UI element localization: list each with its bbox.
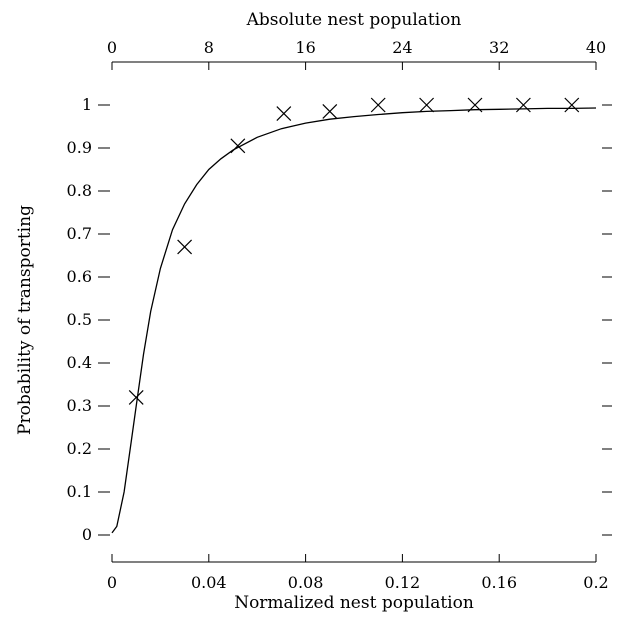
y-axis-title: Probability of transporting [15,205,35,435]
x-tick-label: 0.08 [288,573,324,592]
x-tick-label: 0 [107,573,117,592]
x2-tick-label: 16 [295,38,315,57]
x2-tick-label: 40 [586,38,606,57]
fit-curve [111,107,597,534]
y-tick-label: 0.6 [67,267,92,286]
y-tick-label: 0.5 [67,310,92,329]
x-axis-title: Normalized nest population [234,593,474,613]
data-point [419,97,435,113]
y-tick-label: 0 [82,525,92,544]
data-point [128,389,144,405]
x-tick-label: 0.16 [481,573,517,592]
x2-tick-label: 32 [489,38,509,57]
y-tick-label: 0.2 [67,439,92,458]
x2-tick-label: 8 [204,38,214,57]
data-point [322,104,338,119]
x2-tick-label: 24 [392,38,412,57]
ticks: 0 0.04 0.08 0.12 0.16 0.2 0 8 16 24 32 40 0 0.1 0.2 0.3… [67,38,612,592]
y-tick-label: 1 [82,95,92,114]
x-tick-label: 0.2 [583,573,608,592]
data-point [564,97,580,113]
x2-axis-title: Absolute nest population [246,10,462,30]
x2-tick-label: 0 [107,38,117,57]
y-tick-label: 0.4 [67,353,92,372]
marks [111,97,597,534]
data-point [177,239,193,255]
y-tick-label: 0.7 [67,224,92,243]
y-tick-label: 0.1 [67,482,92,501]
data-point [515,97,531,113]
data-point [370,97,386,113]
axes [112,61,596,563]
y-tick-label: 0.8 [67,181,92,200]
y-tick-label: 0.3 [67,396,92,415]
y-tick-label: 0.9 [67,138,92,157]
data-point [276,106,292,122]
x-tick-label: 0.04 [191,573,227,592]
x-tick-label: 0.12 [385,573,421,592]
